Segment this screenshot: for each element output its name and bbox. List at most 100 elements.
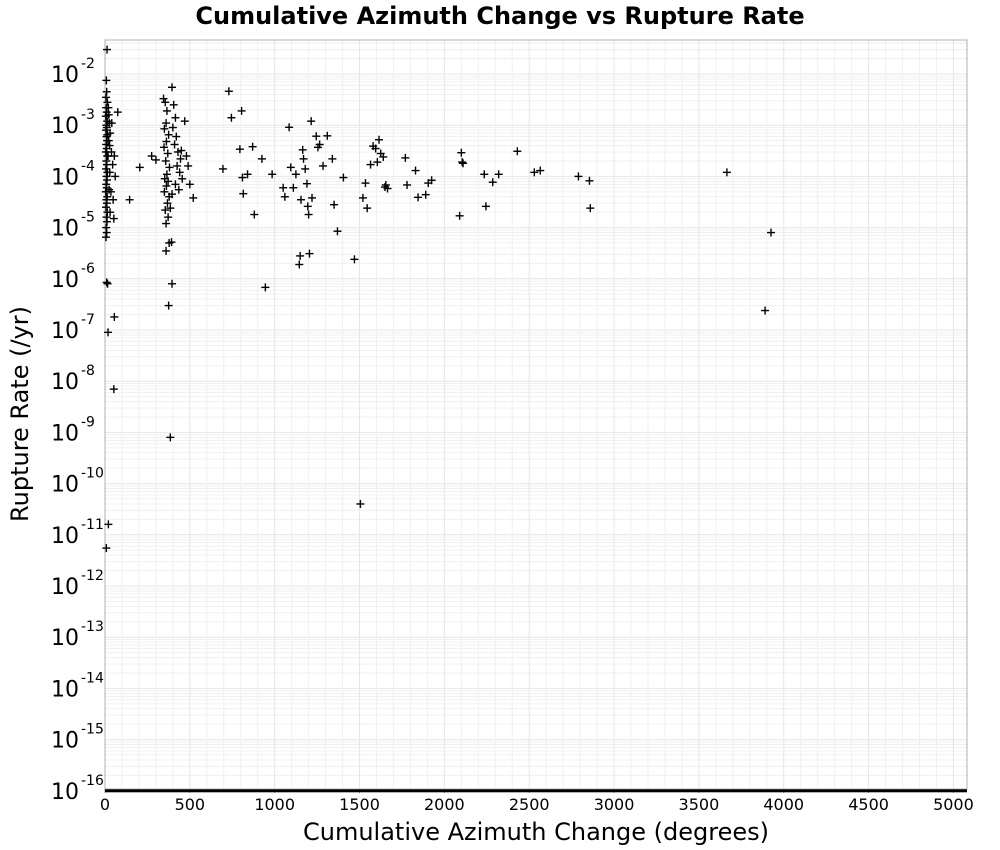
data-point (108, 160, 117, 169)
data-point (161, 98, 170, 107)
data-point (174, 185, 183, 194)
data-point (176, 154, 185, 163)
data-point (383, 184, 392, 193)
y-tick-label-exponent: -15 (81, 722, 104, 738)
data-point (414, 193, 423, 202)
data-point (289, 183, 298, 192)
data-point (180, 117, 189, 126)
y-tick-label-exponent: -7 (81, 312, 95, 328)
x-tick-label: 3500 (679, 795, 720, 814)
data-point (459, 159, 468, 168)
data-point (168, 123, 177, 132)
data-point (488, 178, 497, 187)
data-point (375, 135, 384, 144)
data-point (168, 190, 177, 199)
data-point (328, 154, 337, 163)
y-tick-label-base: 10 (51, 421, 79, 446)
data-point (494, 170, 503, 179)
data-point (315, 140, 324, 149)
data-point (421, 190, 430, 199)
x-tick-label: 2500 (509, 795, 550, 814)
x-axis-ticks: 0 500 1000 1500 2000 2500 3000 3500 4000 4500 5000 (100, 789, 974, 814)
data-point (530, 168, 539, 177)
y-tick-label-base: 10 (51, 63, 79, 88)
data-point (160, 124, 169, 133)
y-tick-label-base: 10 (51, 575, 79, 600)
data-point (106, 208, 115, 217)
data-point (323, 131, 332, 140)
y-tick-label-exponent: -2 (81, 56, 95, 72)
y-tick-label-base: 10 (51, 473, 79, 498)
x-tick-label: 3000 (594, 795, 635, 814)
data-point (173, 161, 182, 170)
data-point (113, 108, 122, 117)
data-point (162, 170, 171, 179)
data-point (164, 177, 173, 186)
data-point (162, 219, 171, 228)
data-point (305, 249, 314, 258)
data-point (455, 211, 464, 220)
data-point (109, 214, 118, 223)
y-tick-label-exponent: -5 (81, 210, 95, 226)
data-point (161, 206, 170, 215)
data-point (173, 147, 182, 156)
data-point (110, 312, 119, 321)
data-point (481, 202, 490, 211)
y-tick-label-exponent: -12 (81, 568, 104, 584)
data-point (105, 141, 114, 150)
data-point (330, 200, 339, 209)
data-point (401, 153, 410, 162)
data-point (169, 100, 178, 109)
data-point (307, 117, 316, 126)
data-point (170, 140, 179, 149)
y-tick-label-exponent: -16 (81, 773, 104, 789)
data-point (160, 143, 169, 152)
data-point (536, 166, 545, 175)
data-point (227, 113, 236, 122)
data-point (162, 137, 171, 146)
data-point (185, 180, 194, 189)
data-point (286, 163, 295, 172)
y-tick-label-base: 10 (51, 729, 79, 754)
data-point (381, 180, 390, 189)
data-point (104, 520, 113, 529)
y-tick-label-exponent: -14 (81, 670, 104, 686)
y-tick-label-exponent: -8 (81, 363, 95, 379)
y-axis-ticks: 10-210-310-410-510-610-710-810-910 -1010-… (51, 56, 104, 805)
data-point (238, 173, 247, 182)
y-axis-label: Rupture Rate (/yr) (6, 306, 34, 522)
data-point (165, 163, 174, 172)
data-point (363, 204, 372, 213)
data-point (301, 164, 310, 173)
y-tick-label-base: 10 (51, 114, 79, 139)
y-tick-label-base: 10 (51, 677, 79, 702)
data-point (350, 255, 359, 264)
data-point (296, 195, 305, 204)
data-point (295, 260, 304, 269)
data-point (104, 110, 113, 119)
data-point (722, 168, 731, 177)
x-tick-label: 1500 (339, 795, 380, 814)
data-point (178, 174, 187, 183)
data-point (103, 176, 112, 185)
y-tick-label-exponent: -9 (81, 414, 95, 430)
data-point (403, 180, 412, 189)
y-tick-label-exponent: -6 (81, 261, 95, 277)
data-point (339, 173, 348, 182)
data-point (298, 145, 307, 154)
data-point (104, 328, 113, 337)
x-tick-label: 2000 (424, 795, 465, 814)
data-point (147, 152, 156, 161)
data-point (163, 149, 172, 158)
y-tick-label-base: 10 (51, 626, 79, 651)
data-point (167, 238, 176, 247)
data-point (164, 213, 173, 222)
data-point (104, 103, 113, 112)
data-point (280, 192, 289, 201)
data-point (574, 172, 583, 181)
data-point (177, 146, 186, 155)
x-tick-label: 1000 (254, 795, 295, 814)
data-point (333, 227, 342, 236)
x-tick-label: 4500 (848, 795, 889, 814)
